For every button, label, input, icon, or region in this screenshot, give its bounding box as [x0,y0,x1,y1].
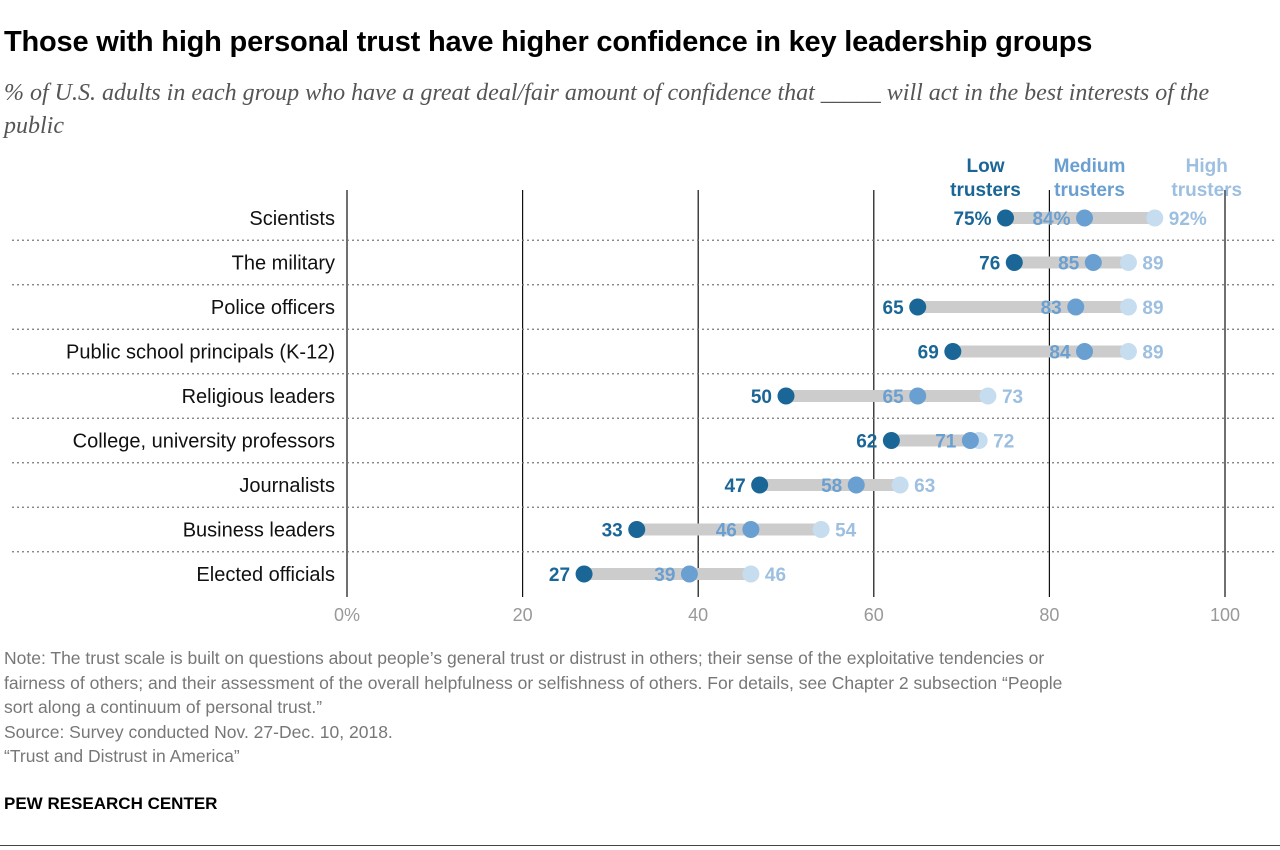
x-tick-label: 100 [1210,605,1240,625]
value-label-high: 92% [1169,209,1207,230]
category-label: Elected officials [196,564,335,586]
legend-medium-line2: trusters [1054,180,1125,201]
category-label: Police officers [211,297,335,319]
category-label: Public school principals (K-12) [66,342,335,364]
value-label-low: 76 [979,254,1000,275]
value-label-low: 33 [602,521,623,542]
dot-low-trusters [909,298,927,316]
report-line: “Trust and Distrust in America” [4,746,240,766]
dot-low-trusters [997,209,1014,227]
value-label-low: 69 [918,343,939,364]
legend-high-line1: High [1186,156,1228,177]
source-line: Source: Survey conducted Nov. 27-Dec. 10… [4,721,393,742]
note-line-3: sort along a continuum of personal trust… [4,697,323,717]
x-tick-label: 20 [513,605,533,625]
value-label-medium: 84% [1032,209,1070,230]
category-label: Scientists [249,208,335,230]
x-tick-label: 60 [864,605,884,625]
value-label-medium: 46 [716,521,737,542]
dot-high-trusters [1119,298,1137,316]
value-label-medium: 84 [1049,343,1071,364]
dot-high-trusters [812,521,830,538]
dot-low-trusters [882,432,900,449]
chart-subtitle: % of U.S. adults in each group who have … [4,80,1210,139]
category-label: The military [232,253,335,275]
dot-medium-trusters [1067,298,1085,316]
dot-low-trusters [575,565,593,583]
value-label-medium: 58 [821,476,842,497]
dot-medium-trusters [847,476,865,494]
note-line-2: fairness of others; and their assessment… [4,672,1063,693]
value-label-low: 27 [549,565,570,586]
dot-low-trusters [777,387,795,405]
x-tick-label: 0% [334,605,360,625]
value-label-medium: 71 [935,432,957,453]
dot-high-trusters [742,565,760,583]
dot-medium-trusters [909,387,927,405]
value-label-low: 50 [751,387,772,408]
chart-footer: Note: The trust scale is built on questi… [4,646,1264,769]
value-label-high: 89 [1142,343,1163,364]
legend-low-line1: Low [967,156,1005,177]
dot-medium-trusters [1076,343,1094,360]
dot-low-trusters [751,476,769,494]
bottom-divider [0,845,1280,846]
dot-medium-trusters [742,521,760,538]
value-label-low: 65 [883,298,905,319]
note-line-1: Note: The trust scale is built on questi… [4,648,1045,668]
legend-medium-line1: Medium [1054,156,1126,177]
category-label: Religious leaders [182,386,335,408]
dot-high-trusters [1119,254,1137,271]
legend-low-line2: trusters [950,180,1021,201]
chart-title: Those with high personal trust have high… [4,26,1093,58]
dot-medium-trusters [961,432,979,449]
dot-plot-chart: 0% 20 40 60 80 100 Low trusters Medium trusters Hi… [12,156,1276,625]
value-label-low: 62 [856,432,877,453]
dot-high-trusters [979,387,997,405]
legend-high-line2: trusters [1171,180,1242,201]
value-label-high: 54 [835,521,857,542]
value-label-low: 75% [953,209,991,230]
value-label-high: 46 [765,565,786,586]
x-tick-label: 40 [688,605,708,625]
value-label-high: 89 [1142,254,1163,275]
dot-low-trusters [628,521,646,538]
dot-high-trusters [1119,343,1137,360]
value-label-high: 89 [1142,298,1163,319]
value-label-low: 47 [725,476,746,497]
category-label: Journalists [239,475,335,497]
dot-medium-trusters [680,565,698,583]
value-label-medium: 39 [654,565,675,586]
value-label-medium: 65 [883,387,905,408]
x-tick-label: 80 [1039,605,1059,625]
dot-medium-trusters [1076,209,1094,227]
dot-low-trusters [944,343,962,360]
category-label: Business leaders [183,520,335,542]
dot-medium-trusters [1084,254,1102,271]
value-label-high: 63 [914,476,935,497]
category-label: College, university professors [73,431,335,453]
value-label-medium: 85 [1058,254,1080,275]
dot-high-trusters [891,476,909,494]
dot-high-trusters [1146,209,1164,227]
brand-name: PEW RESEARCH CENTER [4,794,218,813]
value-label-medium: 83 [1041,298,1062,319]
value-label-high: 72 [993,432,1014,453]
dot-low-trusters [1005,254,1023,271]
value-label-high: 73 [1002,387,1023,408]
